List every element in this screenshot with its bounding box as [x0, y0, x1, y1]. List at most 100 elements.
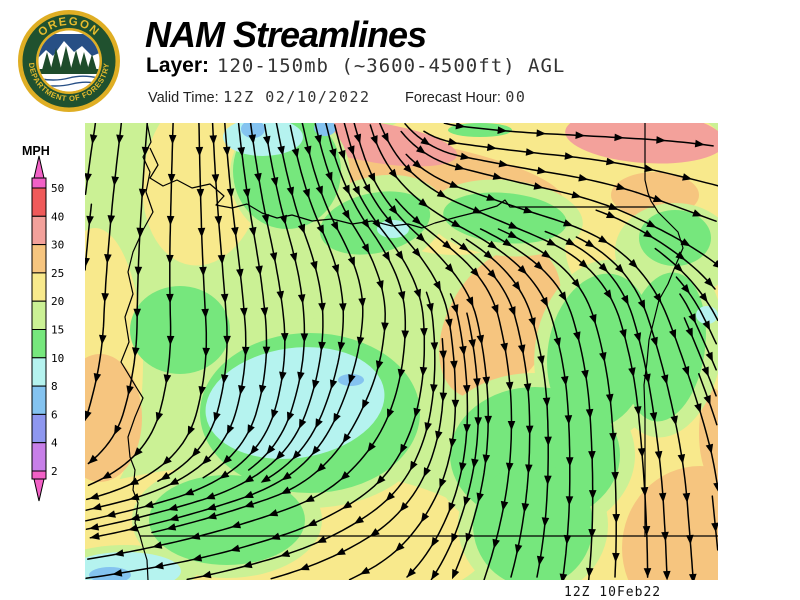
streamline-arrowhead: [612, 552, 620, 563]
streamline: [343, 123, 457, 580]
streamline-arrowhead: [449, 180, 460, 188]
streamline-arrowhead: [451, 219, 462, 228]
streamline-arrowhead: [420, 136, 431, 146]
streamline-arrowhead: [588, 490, 597, 500]
streamline-arrowhead: [183, 488, 195, 496]
valid-time-label: Valid Time:: [148, 90, 219, 106]
streamline-arrowhead: [669, 329, 677, 340]
streamline-arrowhead: [416, 232, 426, 243]
streamline-arrowhead: [358, 297, 366, 308]
streamline-arrowhead: [304, 145, 312, 156]
streamline-arrowhead: [451, 399, 460, 410]
streamline: [595, 209, 716, 290]
speed-region: [547, 273, 653, 429]
streamline-arrowhead: [280, 333, 289, 343]
streamline-arrowhead: [221, 374, 229, 385]
streamline-arrowhead: [528, 317, 536, 328]
streamline-arrowhead: [525, 425, 534, 436]
streamline-arrowhead: [376, 280, 384, 291]
streamline-arrowhead: [476, 492, 484, 503]
streamline-arrowhead: [673, 263, 684, 273]
legend-tick-label: 4: [51, 437, 58, 450]
streamline-arrowhead: [316, 224, 324, 235]
streamline-arrowhead: [244, 500, 255, 508]
streamline-arrowhead: [372, 218, 381, 229]
streamline: [157, 123, 228, 482]
streamline-arrowhead: [661, 531, 669, 542]
streamline-arrowhead: [315, 418, 323, 429]
speed-region: [149, 475, 305, 565]
streamline-arrowhead: [395, 250, 404, 261]
streamline-arrowhead: [492, 172, 503, 180]
streamline-arrowhead: [88, 454, 98, 464]
streamline-arrowhead: [107, 215, 116, 225]
streamline: [400, 130, 718, 266]
streamline-arrowhead: [463, 424, 471, 434]
streamline-arrowhead: [367, 172, 376, 183]
streamline-arrowhead: [329, 148, 337, 159]
streamline-arrows: [85, 123, 718, 580]
streamline-arrowhead: [397, 368, 406, 379]
streamline-arrowhead: [202, 347, 210, 358]
streamline-arrowhead: [603, 289, 612, 300]
streamline-arrowhead: [270, 177, 279, 187]
streamline-arrowhead: [633, 332, 642, 343]
streamline-arrowhead: [565, 496, 574, 506]
streamline-arrowhead: [243, 490, 254, 498]
streamline-arrowhead: [619, 329, 627, 340]
legend-arrow-down: [33, 478, 45, 502]
streamline-arrowhead: [507, 421, 516, 431]
streamline-arrowhead: [558, 291, 567, 302]
streamline-arrowhead: [220, 293, 229, 304]
streamline-arrowhead: [229, 544, 241, 552]
streamline-arrowhead: [588, 451, 596, 461]
streamline-arrowhead: [249, 226, 257, 237]
streamline-arrowhead: [444, 263, 454, 274]
streamline-arrowhead: [91, 503, 102, 511]
streamline-arrowhead: [412, 215, 422, 225]
border-line: [644, 123, 656, 208]
streamline-arrowhead: [211, 174, 220, 184]
streamline-arrowhead: [525, 148, 536, 156]
streamline-arrowhead: [541, 249, 552, 259]
legend-band: [31, 413, 47, 444]
streamline-arrowhead: [463, 496, 471, 507]
legend-band: [31, 215, 47, 246]
streamline-arrowhead: [685, 327, 693, 338]
valid-time-line: Valid Time: 12Z 02/10/2022 Forecast Hour…: [148, 88, 526, 107]
streamline: [497, 228, 617, 578]
legend-band: [31, 385, 47, 415]
streamline-arrowhead: [487, 269, 497, 279]
streamline-arrowhead: [430, 384, 438, 394]
streamline-arrowhead: [435, 430, 443, 441]
streamline-arrowhead: [575, 131, 586, 139]
streamline-arrowhead: [680, 238, 691, 247]
streamline-arrowhead: [129, 493, 140, 501]
streamline-arrowhead: [442, 240, 452, 250]
streamline-arrowhead: [643, 229, 654, 238]
streamline-arrowhead: [482, 454, 491, 465]
streamline-arrowhead: [412, 247, 421, 258]
streamline-arrowhead: [677, 454, 686, 464]
streamline-arrowhead: [486, 193, 497, 201]
streamline-arrowhead: [263, 135, 271, 146]
streamline: [87, 123, 174, 487]
streamline-arrowhead: [459, 462, 467, 473]
streamline-arrowhead: [93, 373, 102, 384]
streamline-arrowhead: [226, 424, 235, 435]
streamline-arrowhead: [217, 254, 226, 265]
streamline-arrowhead: [168, 477, 180, 486]
streamline-arrowhead: [262, 346, 271, 357]
streamline-arrowhead: [297, 294, 306, 304]
streamline-arrowhead: [711, 522, 718, 533]
streamline-arrowhead: [682, 492, 691, 503]
streamline-arrowhead: [712, 260, 718, 268]
streamline-arrowhead: [160, 472, 171, 481]
speed-region: [622, 466, 718, 580]
streamline-arrowhead: [588, 529, 596, 539]
legend-tick-label: 15: [51, 324, 64, 337]
streamline-arrowhead: [315, 185, 323, 196]
streamline-arrowhead: [573, 331, 581, 342]
forecast-hour-value: 00: [505, 88, 527, 106]
streamline-arrowhead: [330, 221, 339, 232]
